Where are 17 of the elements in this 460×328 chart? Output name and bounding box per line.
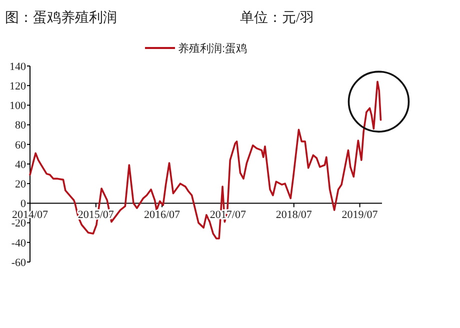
- y-tick-label: 20: [15, 178, 26, 190]
- chart-subtitle: 单位：元/羽: [240, 10, 314, 26]
- y-tick-label: 100: [10, 100, 26, 112]
- chart-title: 图：蛋鸡养殖利润: [5, 10, 117, 26]
- y-tick-label: 0: [20, 198, 26, 210]
- y-tick-label: 140: [10, 60, 26, 73]
- x-tick-label: 2018/07: [276, 209, 312, 222]
- y-tick-label: -20: [11, 218, 26, 230]
- y-tick-label: 80: [15, 120, 26, 132]
- y-tick-label: 60: [15, 139, 26, 152]
- y-tick-label: -40: [11, 237, 26, 250]
- y-tick-label: -60: [11, 256, 26, 269]
- y-tick-label: 40: [15, 158, 26, 171]
- y-tick-label: 120: [10, 80, 26, 92]
- legend-label: 养殖利润:蛋鸡: [178, 42, 248, 55]
- x-tick-label: 2016/07: [144, 209, 181, 222]
- x-tick-label: 2019/07: [342, 209, 378, 222]
